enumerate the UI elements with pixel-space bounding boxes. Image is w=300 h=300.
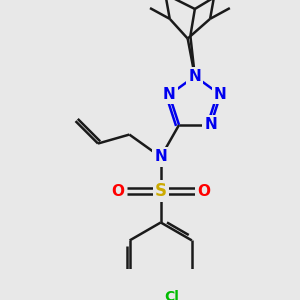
Text: N: N — [214, 87, 227, 102]
Text: Cl: Cl — [165, 290, 179, 300]
Text: N: N — [163, 87, 175, 102]
Text: N: N — [188, 69, 201, 84]
Text: S: S — [155, 182, 167, 200]
Text: N: N — [154, 149, 167, 164]
Text: N: N — [204, 117, 217, 132]
Text: O: O — [111, 184, 124, 199]
Text: O: O — [197, 184, 210, 199]
